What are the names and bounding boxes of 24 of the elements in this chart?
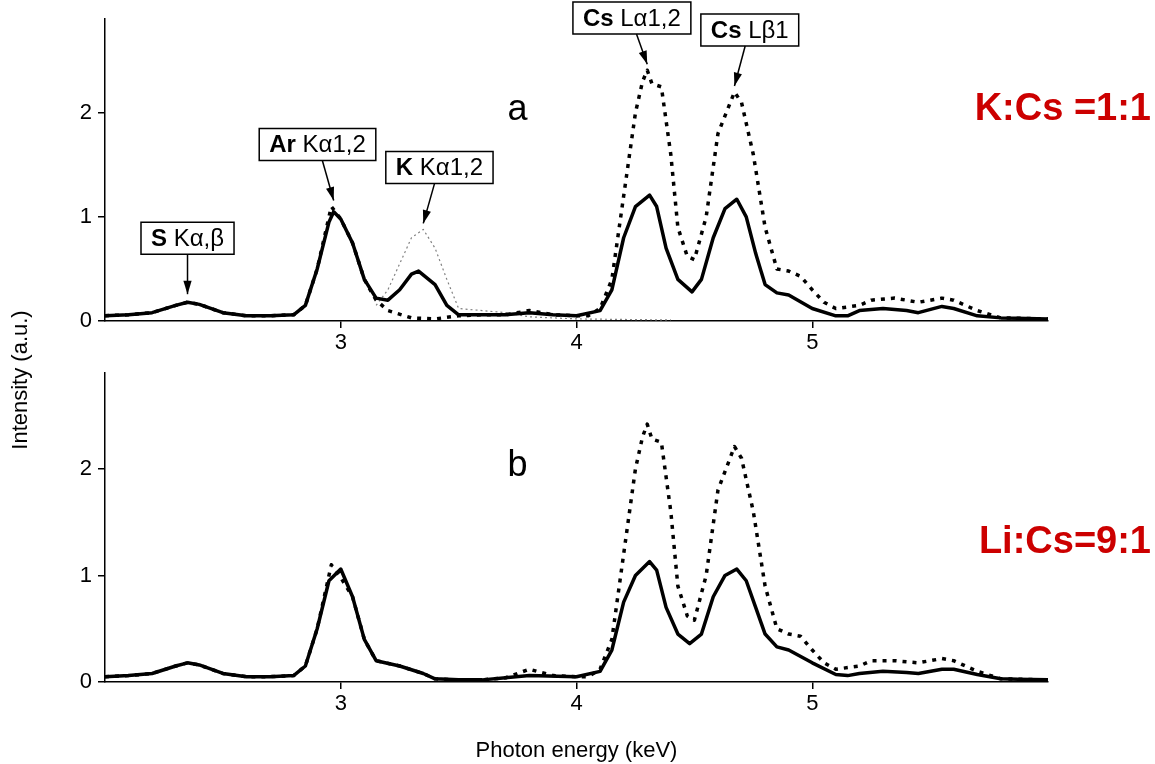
line-series xyxy=(375,228,672,321)
y-tick-label: 0 xyxy=(79,307,92,333)
annotation: Cs Lα1,2 xyxy=(582,3,681,31)
y-tick-label: 1 xyxy=(79,561,92,587)
text: a xyxy=(507,86,529,128)
x-tick-label: 4 xyxy=(570,690,583,716)
x-axis-title: Photon energy (keV) xyxy=(475,736,678,762)
x-tick-label: 5 xyxy=(806,690,819,716)
y-axis-title: Intensity (a.u.) xyxy=(7,310,33,450)
y-tick-label: 2 xyxy=(79,98,92,124)
x-tick-label: 4 xyxy=(570,329,583,355)
annotation: Cs Lβ1 xyxy=(710,15,789,43)
x-tick-label: 5 xyxy=(806,329,819,355)
x-tick-label: 3 xyxy=(334,329,347,355)
text: K:Cs =1:1 xyxy=(974,86,1151,129)
x-tick-label: 3 xyxy=(334,690,347,716)
y-tick-label: 2 xyxy=(79,454,92,480)
annotation: Ar Kα1,2 xyxy=(269,130,366,158)
y-tick-label: 1 xyxy=(79,202,92,228)
text: Li:Cs=9:1 xyxy=(978,519,1151,562)
annotation: S Kα,β xyxy=(151,223,225,251)
annotation: K Kα1,2 xyxy=(395,153,484,181)
text: b xyxy=(507,442,528,484)
y-tick-label: 0 xyxy=(79,668,92,694)
